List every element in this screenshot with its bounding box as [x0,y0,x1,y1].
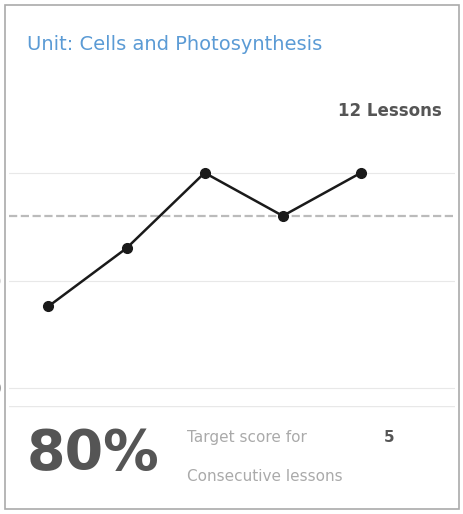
Text: 5: 5 [382,430,393,445]
Text: Unit: Cells and Photosynthesis: Unit: Cells and Photosynthesis [27,34,322,53]
Text: 12 Lessons: 12 Lessons [337,102,440,120]
Text: Target score for: Target score for [187,430,312,445]
Text: Consecutive lessons: Consecutive lessons [187,469,342,484]
Text: 80%: 80% [27,427,159,481]
